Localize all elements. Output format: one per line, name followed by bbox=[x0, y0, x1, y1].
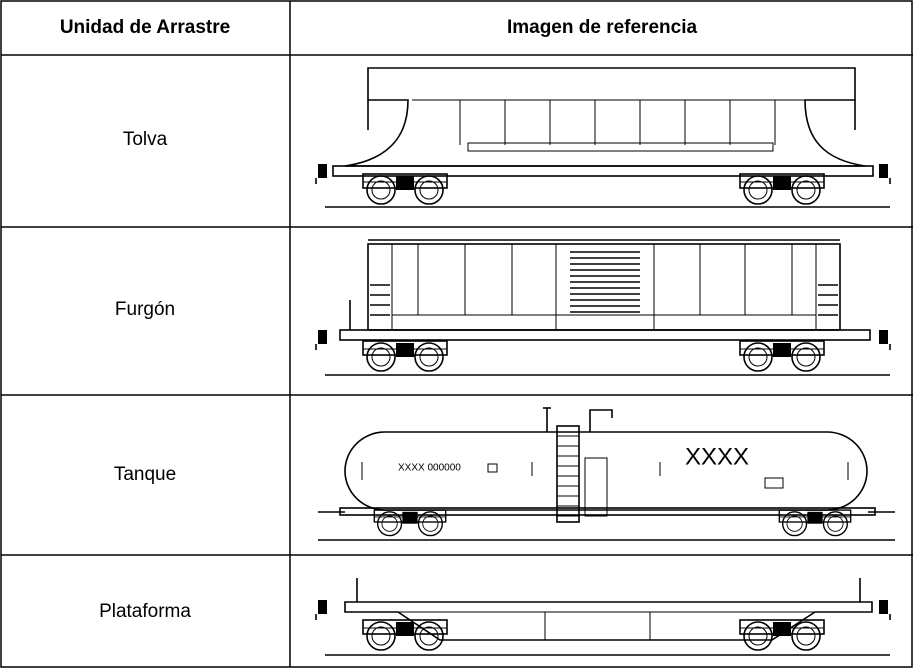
tank-car-image: XXXX 000000 XXXX bbox=[318, 407, 895, 541]
hopper-car-image bbox=[315, 67, 891, 208]
boxcar-image bbox=[315, 239, 891, 376]
row-label: Tolva bbox=[123, 129, 168, 150]
header-cell: Imagen de referencia bbox=[507, 17, 698, 38]
row-label: Tanque bbox=[114, 464, 176, 485]
header-cell: Unidad de Arrastre bbox=[60, 17, 230, 38]
row-label: Plataforma bbox=[99, 601, 191, 622]
flatcar-image bbox=[315, 578, 891, 656]
row-label: Furgón bbox=[115, 299, 175, 320]
tank-marking: XXXX 000000 bbox=[398, 463, 461, 474]
tank-marking: XXXX bbox=[685, 443, 749, 470]
